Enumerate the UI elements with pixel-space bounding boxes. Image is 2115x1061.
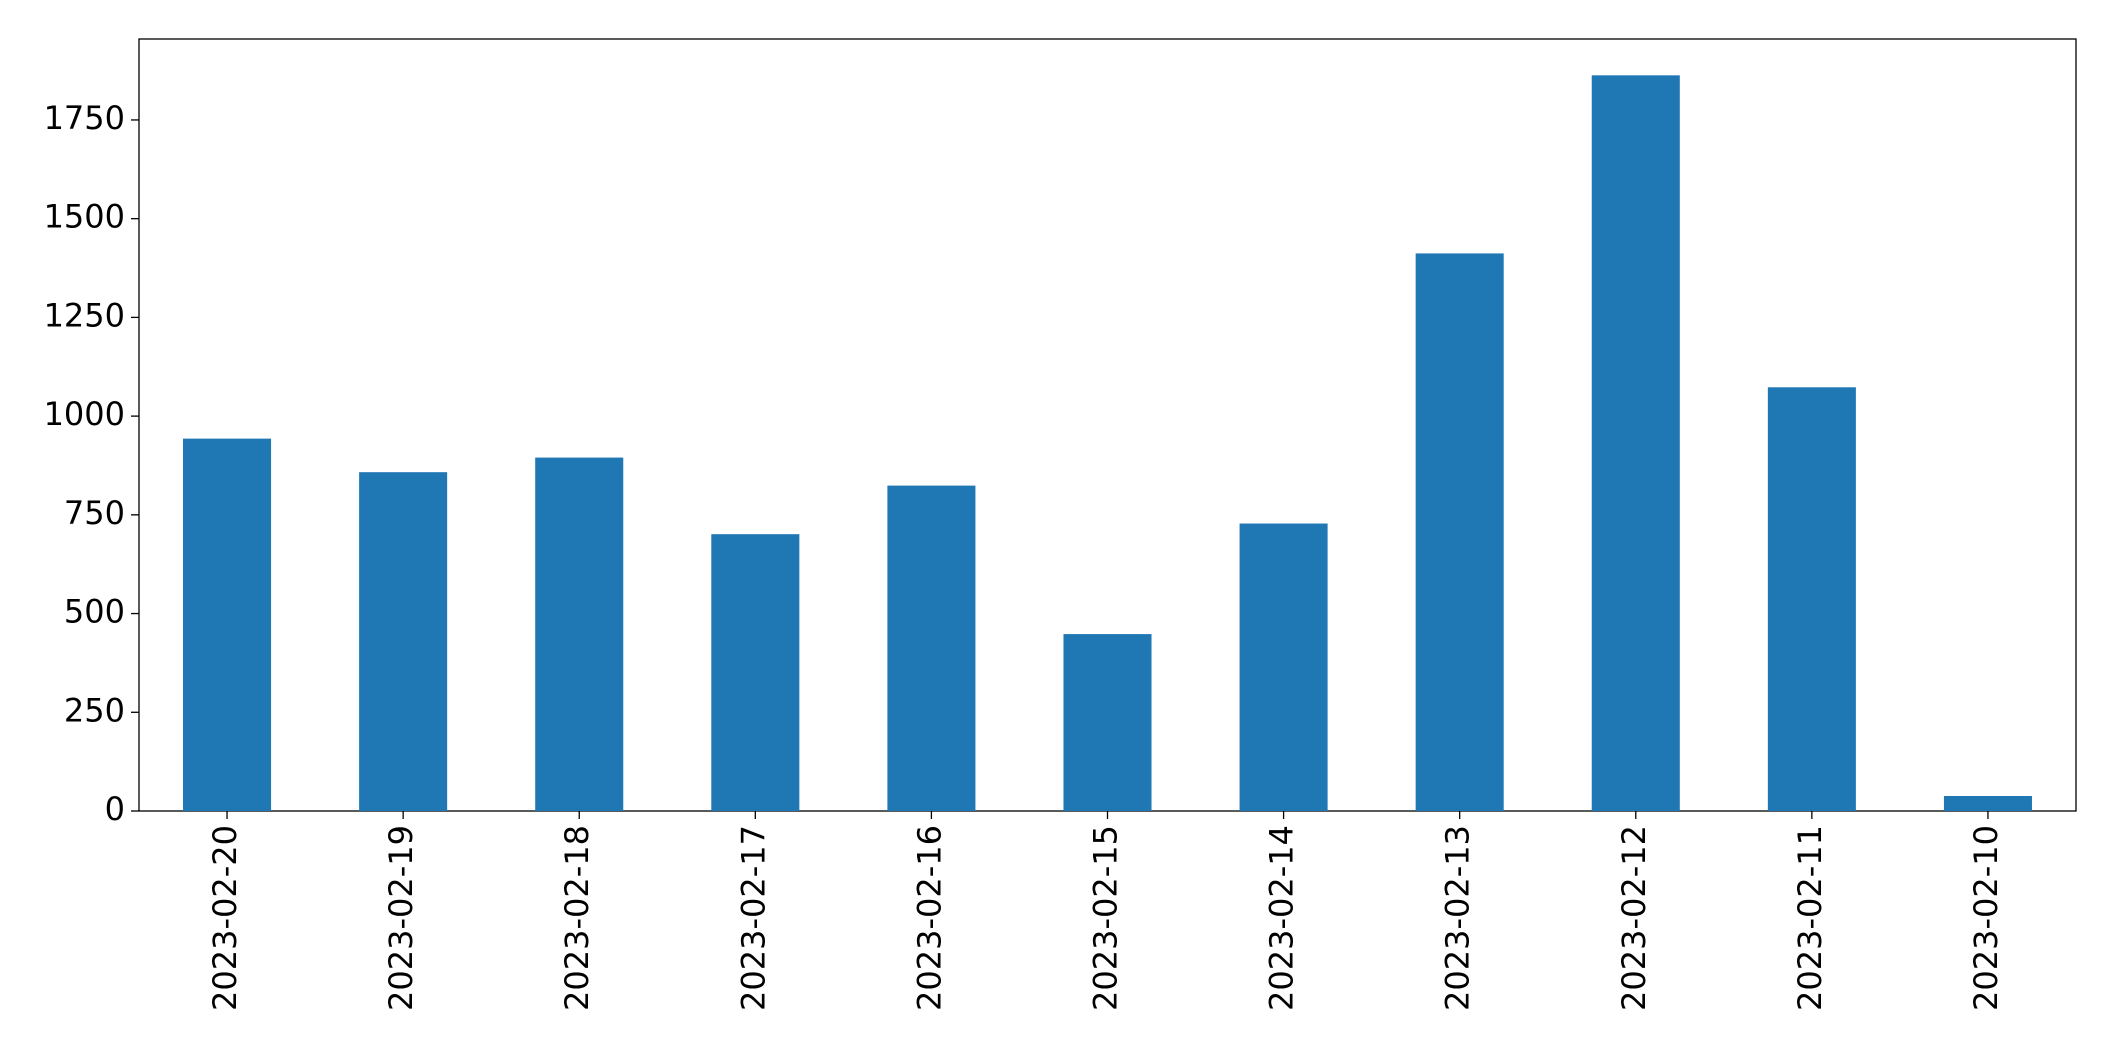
bar: [1943, 795, 2032, 811]
y-tick-label: 1750: [44, 99, 125, 137]
bar: [183, 438, 272, 811]
bar: [1767, 387, 1856, 811]
bar: [887, 485, 976, 811]
x-tick-label: 2023-02-12: [1615, 825, 1653, 1011]
bar: [1415, 253, 1504, 812]
y-tick-label: 0: [105, 790, 125, 828]
bar: [359, 472, 448, 811]
bar: [1063, 634, 1152, 811]
x-tick-label: 2023-02-16: [910, 825, 948, 1011]
x-tick-label: 2023-02-18: [558, 825, 596, 1011]
bar: [1591, 75, 1680, 812]
bar: [535, 457, 624, 811]
x-tick-label: 2023-02-13: [1439, 825, 1477, 1011]
y-tick-label: 1250: [44, 296, 125, 334]
bar: [1239, 523, 1328, 811]
x-tick-label: 2023-02-19: [382, 825, 420, 1011]
x-tick-label: 2023-02-11: [1791, 825, 1829, 1011]
x-tick-label: 2023-02-10: [1967, 825, 2005, 1011]
x-tick-label: 2023-02-14: [1263, 825, 1301, 1011]
y-tick-label: 500: [64, 593, 125, 631]
x-tick-label: 2023-02-17: [734, 825, 772, 1011]
y-tick-label: 750: [64, 494, 125, 532]
bar: [711, 534, 800, 811]
x-tick-label: 2023-02-15: [1087, 825, 1125, 1011]
y-tick-label: 1000: [44, 395, 125, 433]
x-tick-label: 2023-02-20: [206, 825, 244, 1011]
y-tick-label: 1500: [44, 198, 125, 236]
y-tick-label: 250: [64, 691, 125, 729]
